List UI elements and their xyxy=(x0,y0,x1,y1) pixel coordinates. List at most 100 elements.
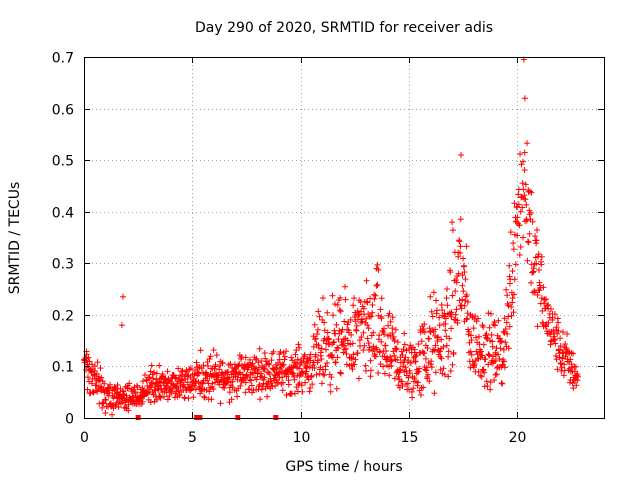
data-point xyxy=(436,322,443,329)
data-point xyxy=(521,192,528,199)
data-point xyxy=(257,396,264,403)
data-point xyxy=(547,338,554,345)
data-point xyxy=(402,364,409,371)
data-point xyxy=(327,381,334,388)
data-point xyxy=(548,305,555,312)
data-point xyxy=(534,227,541,234)
data-point xyxy=(479,352,486,359)
data-point xyxy=(416,365,423,372)
data-point xyxy=(489,338,496,345)
data-point xyxy=(235,370,242,377)
data-point xyxy=(335,345,342,352)
data-point xyxy=(511,200,518,207)
data-point xyxy=(445,373,452,380)
data-point xyxy=(199,380,206,387)
zero-marker xyxy=(135,415,141,420)
data-point xyxy=(468,351,475,358)
data-point xyxy=(186,366,193,373)
data-point xyxy=(307,385,314,392)
data-point xyxy=(440,343,447,350)
data-point xyxy=(522,181,529,188)
data-point xyxy=(331,338,338,345)
data-point xyxy=(388,362,395,369)
data-point xyxy=(459,282,466,289)
chart-title: Day 290 of 2020, SRMTID for receiver adi… xyxy=(195,20,493,36)
data-point xyxy=(148,362,155,369)
data-point xyxy=(255,364,262,371)
data-point xyxy=(368,367,375,374)
data-point xyxy=(371,295,378,302)
data-point xyxy=(153,396,160,403)
data-point xyxy=(503,286,510,293)
data-point xyxy=(337,294,344,301)
data-point xyxy=(438,336,445,343)
data-point xyxy=(283,392,290,399)
data-point xyxy=(457,216,464,223)
data-point xyxy=(420,384,427,391)
data-point xyxy=(519,180,526,187)
data-point xyxy=(331,301,338,308)
data-point xyxy=(201,394,208,401)
data-point xyxy=(237,382,244,389)
data-point xyxy=(420,325,427,332)
data-point xyxy=(365,325,372,332)
data-point xyxy=(440,365,447,372)
data-point xyxy=(495,317,502,324)
data-point xyxy=(368,313,375,320)
data-point xyxy=(306,388,313,395)
data-point xyxy=(88,380,95,387)
data-point xyxy=(88,361,95,368)
zero-marker xyxy=(235,415,241,420)
data-point xyxy=(570,350,577,357)
data-point xyxy=(448,325,455,332)
data-point xyxy=(461,269,468,276)
data-point xyxy=(375,312,382,319)
data-point xyxy=(552,352,559,359)
data-point xyxy=(511,276,518,283)
data-point xyxy=(551,336,558,343)
data-point xyxy=(553,324,560,331)
data-point xyxy=(279,387,286,394)
data-point xyxy=(359,318,366,325)
data-point xyxy=(386,372,393,379)
data-point xyxy=(464,310,471,317)
data-point xyxy=(207,353,214,360)
data-point xyxy=(457,249,464,256)
data-point xyxy=(480,323,487,330)
data-point xyxy=(398,378,405,385)
data-point xyxy=(298,359,305,366)
data-point xyxy=(391,375,398,382)
data-point xyxy=(497,345,504,352)
data-point xyxy=(217,400,224,407)
data-point xyxy=(462,276,469,283)
data-point xyxy=(436,314,443,321)
data-point xyxy=(523,217,530,224)
data-point xyxy=(216,366,223,373)
data-point xyxy=(508,303,515,310)
data-point xyxy=(431,390,438,397)
data-point xyxy=(381,353,388,360)
data-point xyxy=(163,389,170,396)
data-point xyxy=(378,295,385,302)
data-point xyxy=(510,309,517,316)
data-point xyxy=(372,292,379,299)
data-point xyxy=(266,371,273,378)
data-point xyxy=(520,234,527,241)
data-point xyxy=(405,374,412,381)
data-point xyxy=(482,356,489,363)
data-point xyxy=(505,313,512,320)
data-point xyxy=(291,376,298,383)
data-point xyxy=(478,373,485,380)
data-point xyxy=(557,342,564,349)
data-point xyxy=(285,381,292,388)
data-point xyxy=(206,356,213,363)
data-point xyxy=(524,238,531,245)
data-point xyxy=(401,330,408,337)
data-point xyxy=(362,362,369,369)
data-point xyxy=(337,370,344,377)
data-point xyxy=(229,378,236,385)
data-point xyxy=(270,366,277,373)
data-point xyxy=(509,295,516,302)
data-point xyxy=(471,361,478,368)
data-point xyxy=(325,335,332,342)
